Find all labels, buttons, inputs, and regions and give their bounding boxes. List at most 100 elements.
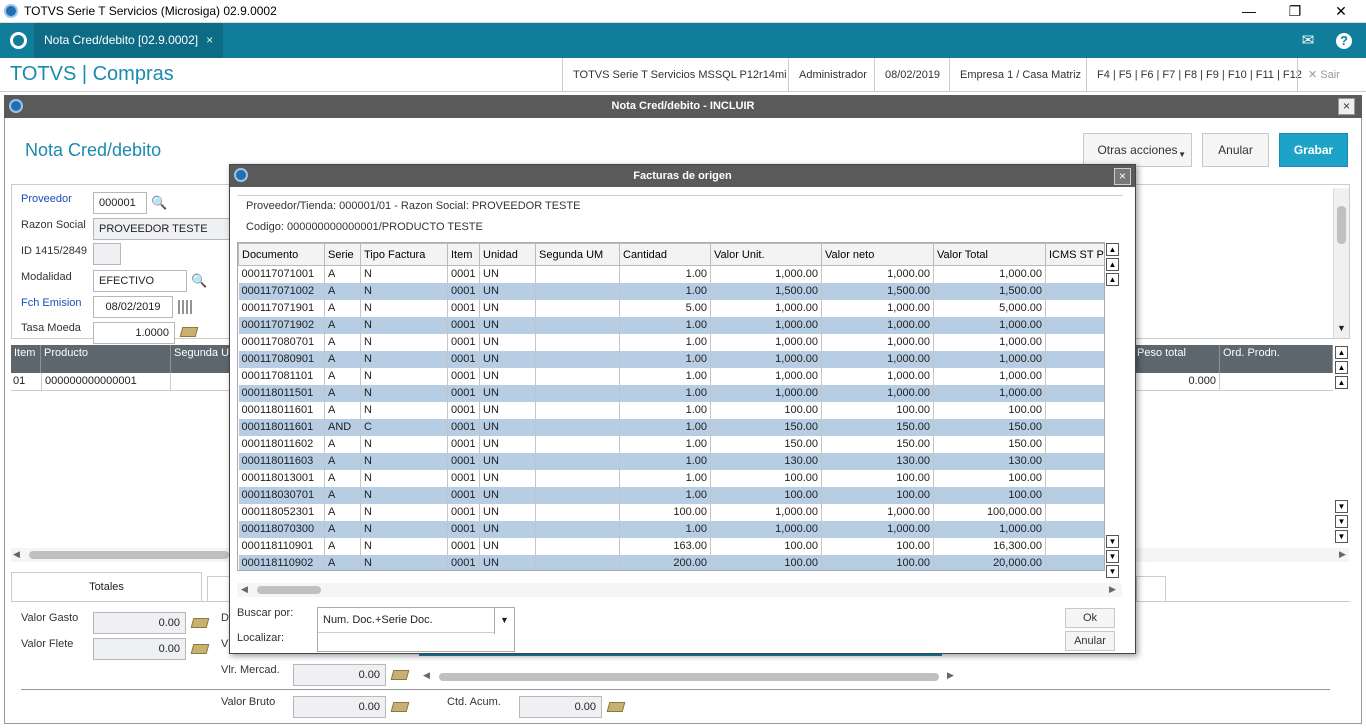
modalidad-input[interactable]: EFECTIVO (93, 270, 187, 292)
scroll-right-icon[interactable]: ▶ (1339, 549, 1346, 559)
facturas-vscrollbar[interactable]: ▲ ▲ ▲ ▼ ▼ ▼ (1106, 242, 1120, 580)
more-actions-button[interactable]: Otras acciones ▼ (1083, 133, 1192, 167)
search-icon[interactable]: 🔍 (151, 195, 168, 210)
tab-totales[interactable]: Totales (11, 572, 202, 602)
function-keys[interactable]: F4 | F5 | F6 | F7 | F8 | F9 | F10 | F11 … (1086, 58, 1312, 92)
table-row[interactable]: 000118052301 A N 0001 UN 100.00 1,000.00 1,000.… (238, 503, 1104, 521)
tasa-moeda-input[interactable]: 1.0000 (93, 322, 175, 344)
scroll-top-icon[interactable]: ▲ (1335, 346, 1348, 359)
scroll-left-icon[interactable]: ◀ (241, 584, 248, 594)
table-row[interactable]: 000117080701 A N 0001 UN 1.00 1,000.00 1,000.00… (238, 333, 1104, 351)
scroll-right-icon[interactable]: ▶ (1109, 584, 1116, 594)
scroll-page-down-icon[interactable]: ▼ (1335, 515, 1348, 528)
scroll-down-icon[interactable]: ▼ (1106, 535, 1119, 548)
calendar-icon[interactable] (178, 300, 194, 314)
table-row[interactable]: 000117081101 A N 0001 UN 1.00 1,000.00 1,000.00… (238, 367, 1104, 385)
table-row[interactable]: 000118030701 A N 0001 UN 1.00 100.00 100.00 100.… (238, 486, 1104, 504)
tab-extra[interactable] (1136, 576, 1166, 602)
facturas-col-header[interactable]: Tipo Factura (360, 243, 448, 266)
facturas-col-header[interactable]: Valor Unit. (710, 243, 822, 266)
facturas-col-header[interactable]: Serie (324, 243, 361, 266)
scroll-page-up-icon[interactable]: ▲ (1335, 361, 1348, 374)
cancel-button[interactable]: Anular (1202, 133, 1269, 167)
table-row[interactable]: 000118110901 A N 0001 UN 163.00 100.00 100.00 16… (238, 537, 1104, 555)
scroll-left-icon[interactable]: ◀ (13, 549, 20, 559)
scroll-page-down-icon[interactable]: ▼ (1106, 550, 1119, 563)
facturas-col-header[interactable]: Cantidad (619, 243, 711, 266)
facturas-col-header[interactable]: Valor neto (821, 243, 934, 266)
scroll-down-icon[interactable]: ▼ (1337, 323, 1346, 333)
fch-emision-input[interactable]: 08/02/2019 (93, 296, 173, 318)
help-icon[interactable]: ? (1336, 33, 1352, 49)
table-row[interactable]: 000118110902 A N 0001 UN 200.00 100.00 100.00 20… (238, 554, 1104, 570)
col-peso-total[interactable]: Peso total (1134, 345, 1220, 373)
facturas-col-header[interactable]: Item (447, 243, 480, 266)
mail-icon[interactable]: ✉ (1301, 32, 1315, 49)
scroll-left-icon[interactable]: ◀ (423, 670, 430, 680)
restore-button[interactable]: ❐ (1288, 3, 1302, 19)
minimize-button[interactable]: — (1242, 3, 1256, 19)
id-field[interactable] (93, 243, 121, 265)
form-scrollbar[interactable]: ▼ (1333, 188, 1349, 338)
scroll-top-icon[interactable]: ▲ (1106, 243, 1119, 256)
hscroll-thumb[interactable] (29, 551, 229, 559)
scroll-bottom-icon[interactable]: ▼ (1335, 530, 1348, 543)
money-icon[interactable] (190, 618, 210, 628)
money-icon[interactable] (606, 702, 626, 712)
save-button[interactable]: Grabar (1279, 133, 1348, 167)
col-ord-prodn[interactable]: Ord. Prodn. (1220, 345, 1333, 373)
table-row[interactable]: 000118011601 A N 0001 UN 1.00 100.00 100.00 100.… (238, 401, 1104, 419)
search-icon[interactable]: 🔍 (191, 273, 208, 288)
scroll-bottom-icon[interactable]: ▼ (1106, 565, 1119, 578)
money-icon[interactable] (390, 702, 410, 712)
proveedor-input[interactable]: 000001 (93, 192, 147, 214)
hscroll-thumb[interactable] (257, 586, 321, 594)
scroll-page-up-icon[interactable]: ▲ (1106, 258, 1119, 271)
table-row[interactable]: 000117071002 A N 0001 UN 1.00 1,500.00 1,500.00… (238, 282, 1104, 300)
table-row[interactable]: 000117071901 A N 0001 UN 5.00 1,000.00 1,000.00… (238, 299, 1104, 317)
modal-close-button[interactable]: × (1114, 168, 1131, 185)
table-row[interactable]: 000118011602 A N 0001 UN 1.00 150.00 150.00 150.… (238, 435, 1104, 453)
table-row[interactable]: 000118011603 A N 0001 UN 1.00 130.00 130.00 130.… (238, 452, 1104, 470)
col-producto[interactable]: Producto (41, 345, 171, 373)
hscroll-thumb[interactable] (439, 673, 939, 681)
totals-hscrollbar[interactable]: ◀ ▶ (419, 670, 959, 684)
scroll-down-icon[interactable]: ▼ (1335, 500, 1348, 513)
tab-secondary[interactable] (207, 576, 231, 602)
dialog-close-button[interactable]: × (1338, 98, 1355, 115)
money-icon[interactable] (390, 670, 410, 680)
facturas-col-header[interactable]: Unidad (479, 243, 536, 266)
facturas-hscrollbar[interactable]: ◀ ▶ (237, 583, 1122, 597)
facturas-col-header[interactable]: Valor Total (933, 243, 1046, 266)
table-row[interactable]: 000117071001 A N 0001 UN 1.00 1,000.00 1,000.00… (238, 265, 1104, 283)
items-grid-scrollbar[interactable]: ▲ ▲ ▲ ▼ ▼ ▼ (1335, 346, 1349, 546)
table-row[interactable]: 000117080901 A N 0001 UN 1.00 1,000.00 1,000.00… (238, 350, 1104, 368)
facturas-col-header[interactable]: Documento (238, 243, 325, 266)
table-row[interactable]: 000118070300 A N 0001 UN 1.00 1,000.00 1,000.00… (238, 520, 1104, 538)
facturas-col-header[interactable]: Segunda UM (535, 243, 620, 266)
exit-button[interactable]: ✕ Sair (1297, 58, 1350, 92)
facturas-grid[interactable]: Documento Serie Tipo Factura Item Unidad Segu… (237, 242, 1105, 571)
chevron-down-icon[interactable]: ▼ (494, 608, 514, 634)
table-row[interactable]: 000117071902 A N 0001 UN 1.00 1,000.00 1,000.00… (238, 316, 1104, 334)
scroll-up-icon[interactable]: ▲ (1335, 376, 1348, 389)
buscar-por-select[interactable]: Num. Doc.+Serie Doc. (318, 608, 494, 632)
table-row[interactable]: 000118011601 AND C 0001 UN 1.00 150.00 150.00 15… (238, 418, 1104, 436)
facturas-col-header[interactable]: ICMS ST Pr (1045, 243, 1104, 266)
scroll-up-icon[interactable]: ▲ (1106, 273, 1119, 286)
tab-close-icon[interactable]: × (206, 33, 214, 47)
ok-button[interactable]: Ok (1065, 608, 1115, 628)
close-window-button[interactable]: ✕ (1335, 3, 1347, 19)
table-row[interactable]: 000118013001 A N 0001 UN 1.00 100.00 100.00 100.… (238, 469, 1104, 487)
col-item[interactable]: Item (11, 345, 41, 373)
totvs-logo-icon[interactable] (10, 32, 27, 49)
cancel-button[interactable]: Anular (1065, 631, 1115, 651)
tab-nota-cred-debito[interactable]: Nota Cred/debito [02.9.0002] × (34, 23, 224, 58)
money-icon[interactable] (179, 327, 199, 337)
table-row[interactable]: 000118011501 A N 0001 UN 1.00 1,000.00 1,000.00… (238, 384, 1104, 402)
col-segunda-um[interactable]: Segunda UM (171, 345, 231, 373)
scroll-right-icon[interactable]: ▶ (947, 670, 954, 680)
scroll-thumb[interactable] (1337, 206, 1346, 244)
money-icon[interactable] (190, 644, 210, 654)
valor-gasto-field: 0.00 (93, 612, 186, 634)
